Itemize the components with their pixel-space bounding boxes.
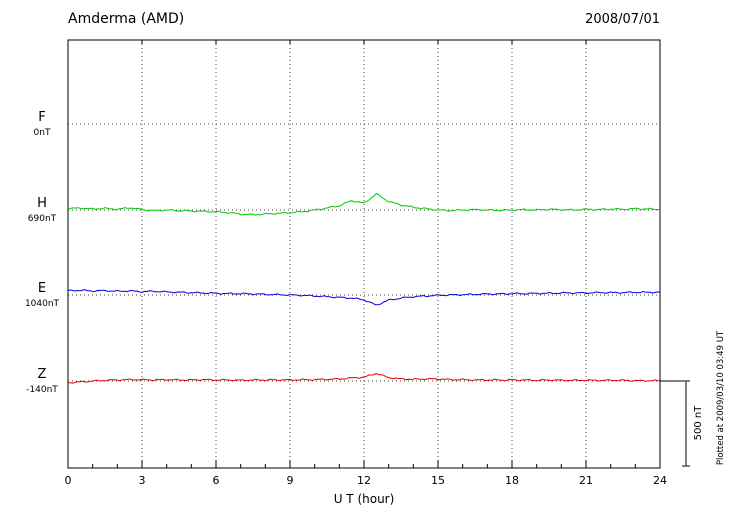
channel-baseline-label-H: 690nT [28, 214, 57, 224]
channel-letter-H: H [37, 196, 47, 211]
x-tick-label: 0 [65, 474, 72, 487]
trace-E [67, 289, 661, 306]
channel-letter-E: E [38, 281, 46, 296]
trace-Z [67, 372, 661, 384]
plotted-at-label: Plotted at 2009/03/10 03:49 UT [716, 330, 726, 465]
x-tick-label: 3 [139, 474, 146, 487]
x-tick-label: 21 [579, 474, 593, 487]
x-tick-label: 9 [287, 474, 294, 487]
x-tick-label: 15 [431, 474, 445, 487]
station-title: Amderma (AMD) [68, 11, 184, 27]
channel-baseline-label-Z: -140nT [26, 385, 58, 395]
scale-bar-label: 500 nT [693, 405, 704, 441]
x-tick-label: 24 [653, 474, 667, 487]
channel-baseline-label-F: 0nT [34, 128, 51, 138]
trace-H [67, 192, 661, 216]
x-tick-label: 18 [505, 474, 519, 487]
x-tick-label: 6 [213, 474, 220, 487]
channel-letter-Z: Z [38, 367, 47, 382]
channel-baseline-label-E: 1040nT [25, 299, 60, 309]
x-axis-label: U T (hour) [334, 492, 395, 506]
channel-letter-F: F [38, 110, 45, 125]
date-label: 2008/07/01 [585, 12, 660, 27]
x-tick-label: 12 [357, 474, 371, 487]
